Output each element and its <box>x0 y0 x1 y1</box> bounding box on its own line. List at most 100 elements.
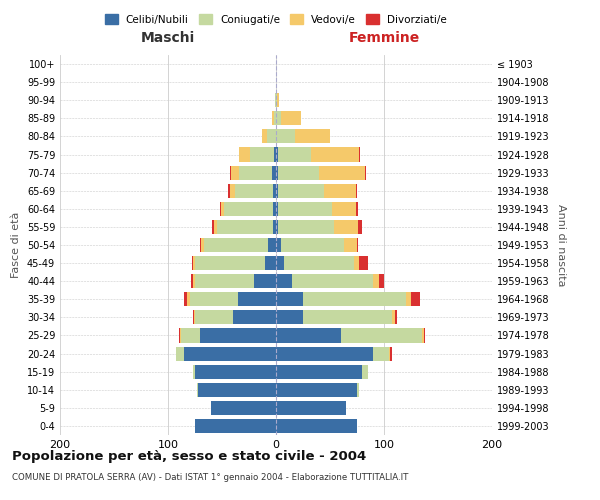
Y-axis label: Fasce di età: Fasce di età <box>11 212 21 278</box>
Text: COMUNE DI PRATOLA SERRA (AV) - Dati ISTAT 1° gennaio 2004 - Elaborazione TUTTITA: COMUNE DI PRATOLA SERRA (AV) - Dati ISTA… <box>12 472 409 482</box>
Bar <box>276 238 281 252</box>
Bar <box>193 310 194 324</box>
Bar <box>272 166 276 179</box>
Bar <box>212 220 214 234</box>
Bar <box>276 130 295 143</box>
Bar <box>195 310 233 324</box>
Bar <box>224 202 273 216</box>
Bar <box>274 112 276 126</box>
Bar <box>194 310 195 324</box>
Bar <box>281 112 301 126</box>
Bar <box>221 202 224 216</box>
Bar <box>392 310 395 324</box>
Bar <box>184 292 187 306</box>
Bar <box>411 292 419 306</box>
Bar <box>362 364 368 378</box>
Bar <box>303 310 392 324</box>
Bar <box>357 238 358 252</box>
Bar <box>230 184 235 198</box>
Bar <box>276 346 373 360</box>
Bar <box>379 274 384 288</box>
Bar <box>359 256 368 270</box>
Bar <box>180 328 181 342</box>
Bar <box>195 419 276 433</box>
Bar <box>193 364 195 378</box>
Bar <box>332 202 356 216</box>
Bar <box>276 274 292 288</box>
Bar <box>211 401 276 415</box>
Bar <box>323 184 356 198</box>
Bar <box>357 382 359 397</box>
Bar <box>276 256 284 270</box>
Bar <box>406 292 411 306</box>
Bar <box>273 202 276 216</box>
Bar <box>274 148 276 162</box>
Bar <box>193 274 195 288</box>
Bar <box>276 166 278 179</box>
Bar <box>200 238 202 252</box>
Bar <box>276 93 277 108</box>
Bar <box>276 328 341 342</box>
Bar <box>395 310 397 324</box>
Bar <box>356 184 357 198</box>
Bar <box>220 202 221 216</box>
Bar <box>341 328 422 342</box>
Bar <box>197 382 198 397</box>
Bar <box>217 220 273 234</box>
Bar <box>276 292 303 306</box>
Bar <box>190 292 238 306</box>
Y-axis label: Anni di nascita: Anni di nascita <box>556 204 566 286</box>
Bar <box>292 274 373 288</box>
Bar <box>198 382 276 397</box>
Bar <box>191 274 193 288</box>
Bar <box>179 328 180 342</box>
Bar <box>276 382 357 397</box>
Text: Femmine: Femmine <box>349 31 419 45</box>
Bar <box>311 148 359 162</box>
Bar <box>359 148 360 162</box>
Bar <box>239 166 272 179</box>
Bar <box>319 166 365 179</box>
Bar <box>276 220 278 234</box>
Bar <box>233 310 276 324</box>
Bar <box>214 220 217 234</box>
Bar <box>334 220 358 234</box>
Bar <box>276 148 278 162</box>
Bar <box>358 220 362 234</box>
Bar <box>200 328 276 342</box>
Bar <box>181 328 200 342</box>
Bar <box>184 346 276 360</box>
Bar <box>278 220 334 234</box>
Bar <box>192 256 193 270</box>
Bar <box>202 238 203 252</box>
Bar <box>268 238 276 252</box>
Bar <box>277 93 279 108</box>
Bar <box>422 328 424 342</box>
Bar <box>195 364 276 378</box>
Bar <box>276 184 278 198</box>
Bar <box>276 112 281 126</box>
Bar <box>276 401 346 415</box>
Legend: Celibi/Nubili, Coniugati/e, Vedovi/e, Divorziati/e: Celibi/Nubili, Coniugati/e, Vedovi/e, Di… <box>101 10 451 29</box>
Bar <box>239 148 250 162</box>
Bar <box>276 364 362 378</box>
Bar <box>391 346 392 360</box>
Bar <box>176 346 184 360</box>
Bar <box>230 166 239 179</box>
Bar <box>295 130 330 143</box>
Bar <box>373 274 379 288</box>
Text: Popolazione per età, sesso e stato civile - 2004: Popolazione per età, sesso e stato civil… <box>12 450 366 463</box>
Bar <box>272 112 274 126</box>
Bar <box>262 130 268 143</box>
Bar <box>265 256 276 270</box>
Bar <box>195 256 265 270</box>
Bar <box>276 310 303 324</box>
Bar <box>278 166 319 179</box>
Text: Maschi: Maschi <box>141 31 195 45</box>
Bar <box>389 346 391 360</box>
Bar <box>273 220 276 234</box>
Bar <box>195 274 254 288</box>
Bar <box>276 202 278 216</box>
Bar <box>278 148 311 162</box>
Bar <box>303 292 406 306</box>
